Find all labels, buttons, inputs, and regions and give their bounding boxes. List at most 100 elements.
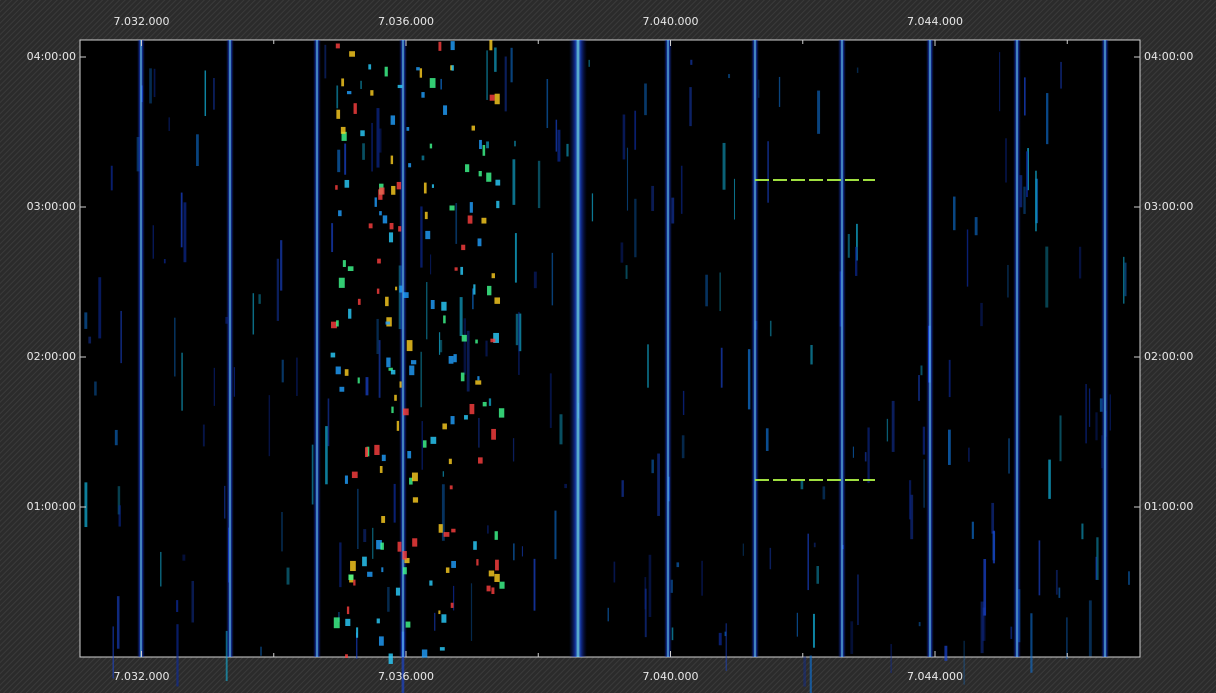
noise-streak [393,483,396,523]
noise-streak [514,233,517,283]
noise-streak [974,217,978,236]
noise-streak [421,421,423,470]
noise-streak [355,632,358,659]
noise-streak [850,621,854,654]
noise-streak [813,542,816,548]
noise-streak [1035,170,1037,232]
noise-streak [518,311,520,375]
noise-streak [983,559,987,616]
noise-streak [331,223,334,253]
burst [335,366,341,375]
noise-streak [338,612,340,622]
burst [397,84,403,89]
noise-streak [680,165,683,214]
noise-streak [800,480,804,490]
burst [379,465,383,473]
noise-streak [971,521,974,539]
burst [478,170,482,177]
noise-streak [160,551,162,587]
noise-streak [947,429,951,465]
noise-streak [180,192,183,248]
noise-streak [767,141,769,203]
noise-streak [442,471,445,477]
burst [486,585,491,592]
burst [450,65,453,71]
noise-streak [676,562,680,568]
burst [408,163,412,168]
noise-streak [1007,264,1009,298]
noise-streak [644,83,647,116]
noise-streak [810,344,813,365]
noise-streak [1024,77,1026,116]
noise-streak [588,59,590,67]
burst [475,380,482,385]
burst [388,653,393,664]
burst [364,447,368,457]
noise-streak [521,546,523,557]
burst [344,475,348,484]
y-tick-label-left: 04:00:00 [27,50,76,63]
noise-streak [488,398,492,406]
carrier-trace [664,40,672,657]
burst [438,41,442,51]
carrier-trace [569,40,587,657]
burst [450,41,455,51]
burst [405,621,411,628]
burst [338,210,342,217]
carrier-trace [399,40,407,657]
noise-streak [362,143,365,160]
noise-streak [1025,151,1028,198]
noise-streak [88,336,92,344]
burst [381,516,386,523]
burst [382,215,388,224]
noise-streak [512,438,515,462]
burst [335,185,338,190]
noise-streak [1088,600,1092,657]
burst [368,223,373,229]
burst [336,320,339,327]
noise-streak [371,122,373,172]
noise-streak [566,143,569,157]
burst [489,94,495,101]
burst [388,232,394,243]
noise-streak [325,426,328,485]
signal-traces [84,40,1130,693]
burst [476,559,479,566]
noise-streak [910,494,914,540]
noise-streak [1095,556,1097,580]
noise-streak [1078,246,1082,279]
burst [390,155,394,165]
noise-streak [363,529,367,543]
burst [376,288,380,294]
burst [388,367,393,371]
burst [441,301,447,311]
burst [378,636,384,646]
burst [395,587,401,596]
noise-streak [557,129,561,162]
noise-streak [494,47,497,72]
carrier-trace [226,40,234,657]
burst [391,406,394,414]
burst [494,573,500,582]
burst [429,580,433,586]
noise-streak [515,313,519,346]
burst [344,369,349,376]
carrier-trace [137,40,145,657]
burst [398,226,402,232]
burst [482,144,486,156]
burst [445,567,450,573]
noise-streak [546,78,549,129]
burst [499,581,505,589]
burst [386,357,391,368]
noise-streak [360,80,362,89]
noise-streak [634,110,637,150]
burst [493,332,499,343]
noise-streak [625,265,628,279]
noise-streak [276,258,279,321]
noise-streak [855,246,858,276]
burst [347,266,354,272]
noise-streak [438,332,441,355]
noise-streak [376,318,379,355]
noise-streak [252,293,255,335]
noise-streak [336,85,339,109]
